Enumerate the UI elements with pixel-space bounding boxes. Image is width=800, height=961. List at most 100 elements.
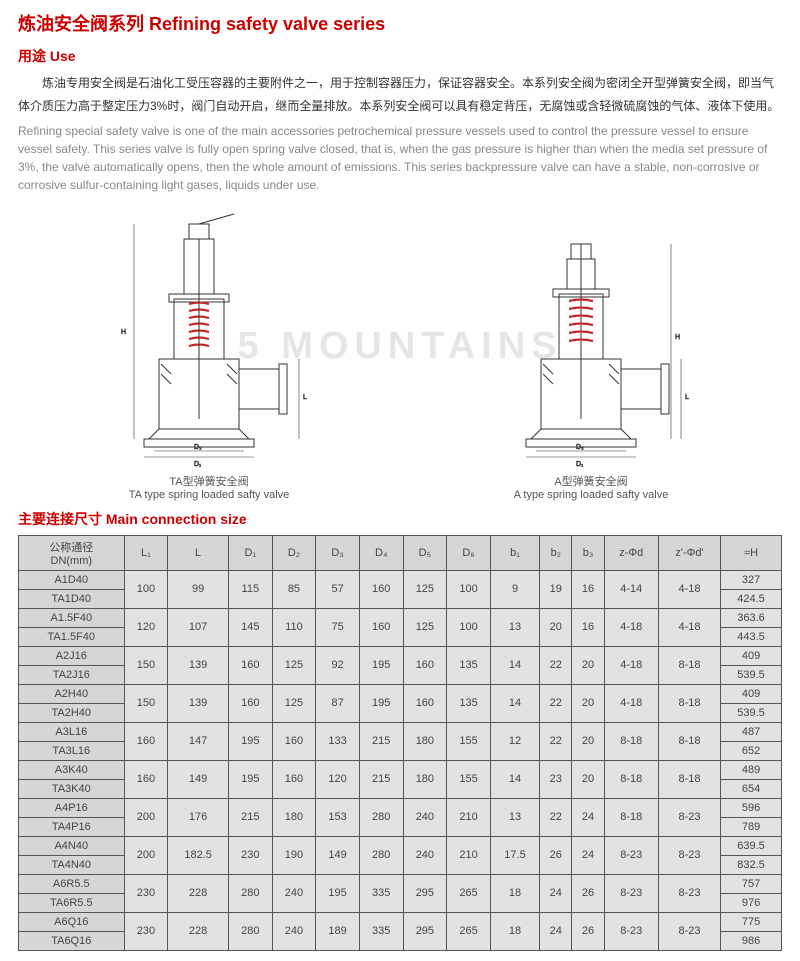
cell: 160: [228, 646, 272, 684]
svg-text:L: L: [685, 394, 689, 401]
col-head: b₃: [572, 535, 604, 570]
row-name: A2H40: [19, 684, 125, 703]
cell: 215: [359, 722, 403, 760]
cell: 20: [572, 722, 604, 760]
description-en: Refining special safety valve is one of …: [18, 122, 782, 194]
col-head-dn: 公称通径DN(mm): [19, 535, 125, 570]
cell: 8-18: [658, 722, 720, 760]
row-name: TA4N40: [19, 855, 125, 874]
page-title: 炼油安全阀系列 Refining safety valve series: [18, 10, 782, 36]
row-name: A1D40: [19, 570, 125, 589]
cell: 100: [124, 570, 168, 608]
row-name: A3K40: [19, 760, 125, 779]
cell: 139: [168, 684, 229, 722]
cell: 210: [447, 836, 491, 874]
cell: 160: [359, 570, 403, 608]
cell: 489: [721, 760, 782, 779]
cell: 4-14: [604, 570, 658, 608]
cell: 487: [721, 722, 782, 741]
cell: 409: [721, 684, 782, 703]
cell: 8-18: [604, 798, 658, 836]
cell: 8-23: [658, 836, 720, 874]
cell: 26: [572, 912, 604, 950]
table-row: A4P162001762151801532802402101322248-188…: [19, 798, 782, 817]
cell: 8-18: [658, 646, 720, 684]
cell: 8-23: [658, 912, 720, 950]
col-head: D₂: [272, 535, 316, 570]
cell: 153: [316, 798, 360, 836]
cell: 115: [228, 570, 272, 608]
diagram-ta-caption-en: TA type spring loaded safty valve: [89, 489, 329, 501]
row-name: A6Q16: [19, 912, 125, 931]
svg-text:L: L: [303, 394, 307, 401]
row-name: A3L16: [19, 722, 125, 741]
svg-text:D₂: D₂: [194, 444, 202, 451]
table-row: A1D40100991158557160125100919164-144-183…: [19, 570, 782, 589]
cell: 240: [272, 912, 316, 950]
table-row: A3K401601491951601202151801551423208-188…: [19, 760, 782, 779]
title-en: Refining safety valve series: [149, 14, 385, 34]
row-name: TA1D40: [19, 589, 125, 608]
cell: 8-18: [604, 760, 658, 798]
cell: 18: [490, 912, 539, 950]
cell: 363.6: [721, 608, 782, 627]
cell: 280: [228, 912, 272, 950]
cell: 149: [316, 836, 360, 874]
cell: 125: [403, 570, 447, 608]
cell: 160: [272, 722, 316, 760]
cell: 295: [403, 874, 447, 912]
title-cn: 炼油安全阀系列: [18, 14, 144, 34]
table-row: A2H40150139160125871951601351422204-188-…: [19, 684, 782, 703]
cell: 92: [316, 646, 360, 684]
cell: 20: [572, 684, 604, 722]
cell: 160: [359, 608, 403, 646]
cell: 14: [490, 684, 539, 722]
cell: 133: [316, 722, 360, 760]
cell: 986: [721, 931, 782, 950]
table-heading: 主要连接尺寸 Main connection size: [18, 509, 782, 529]
cell: 228: [168, 912, 229, 950]
cell: 160: [403, 684, 447, 722]
cell: 22: [540, 722, 572, 760]
cell: 8-23: [604, 912, 658, 950]
cell: 189: [316, 912, 360, 950]
cell: 8-23: [604, 874, 658, 912]
cell: 4-18: [604, 684, 658, 722]
cell: 135: [447, 684, 491, 722]
cell: 17.5: [490, 836, 539, 874]
cell: 230: [124, 874, 168, 912]
cell: 14: [490, 646, 539, 684]
cell: 409: [721, 646, 782, 665]
cell: 16: [572, 608, 604, 646]
cell: 228: [168, 874, 229, 912]
cell: 4-18: [604, 608, 658, 646]
cell: 265: [447, 912, 491, 950]
cell: 110: [272, 608, 316, 646]
col-head: L₁: [124, 535, 168, 570]
diagram-ta-caption-cn: TA型弹簧安全阀: [89, 473, 329, 489]
col-head: L: [168, 535, 229, 570]
cell: 14: [490, 760, 539, 798]
cell: 4-18: [658, 608, 720, 646]
cell: 160: [124, 722, 168, 760]
svg-text:D₂: D₂: [576, 444, 584, 451]
cell: 22: [540, 798, 572, 836]
cell: 180: [403, 722, 447, 760]
cell: 8-18: [658, 684, 720, 722]
dimension-table: 公称通径DN(mm)L₁LD₁D₂D₃D₄D₅D₆b₁b₂b₃z-Φdz'-Φd…: [18, 535, 782, 951]
row-name: TA3K40: [19, 779, 125, 798]
cell: 120: [316, 760, 360, 798]
cell: 9: [490, 570, 539, 608]
cell: 26: [540, 836, 572, 874]
cell: 265: [447, 874, 491, 912]
cell: 230: [124, 912, 168, 950]
cell: 652: [721, 741, 782, 760]
col-head: b₂: [540, 535, 572, 570]
cell: 85: [272, 570, 316, 608]
cell: 139: [168, 646, 229, 684]
svg-text:D₁: D₁: [576, 461, 584, 468]
cell: 24: [572, 798, 604, 836]
cell: 125: [403, 608, 447, 646]
cell: 215: [359, 760, 403, 798]
cell: 182.5: [168, 836, 229, 874]
